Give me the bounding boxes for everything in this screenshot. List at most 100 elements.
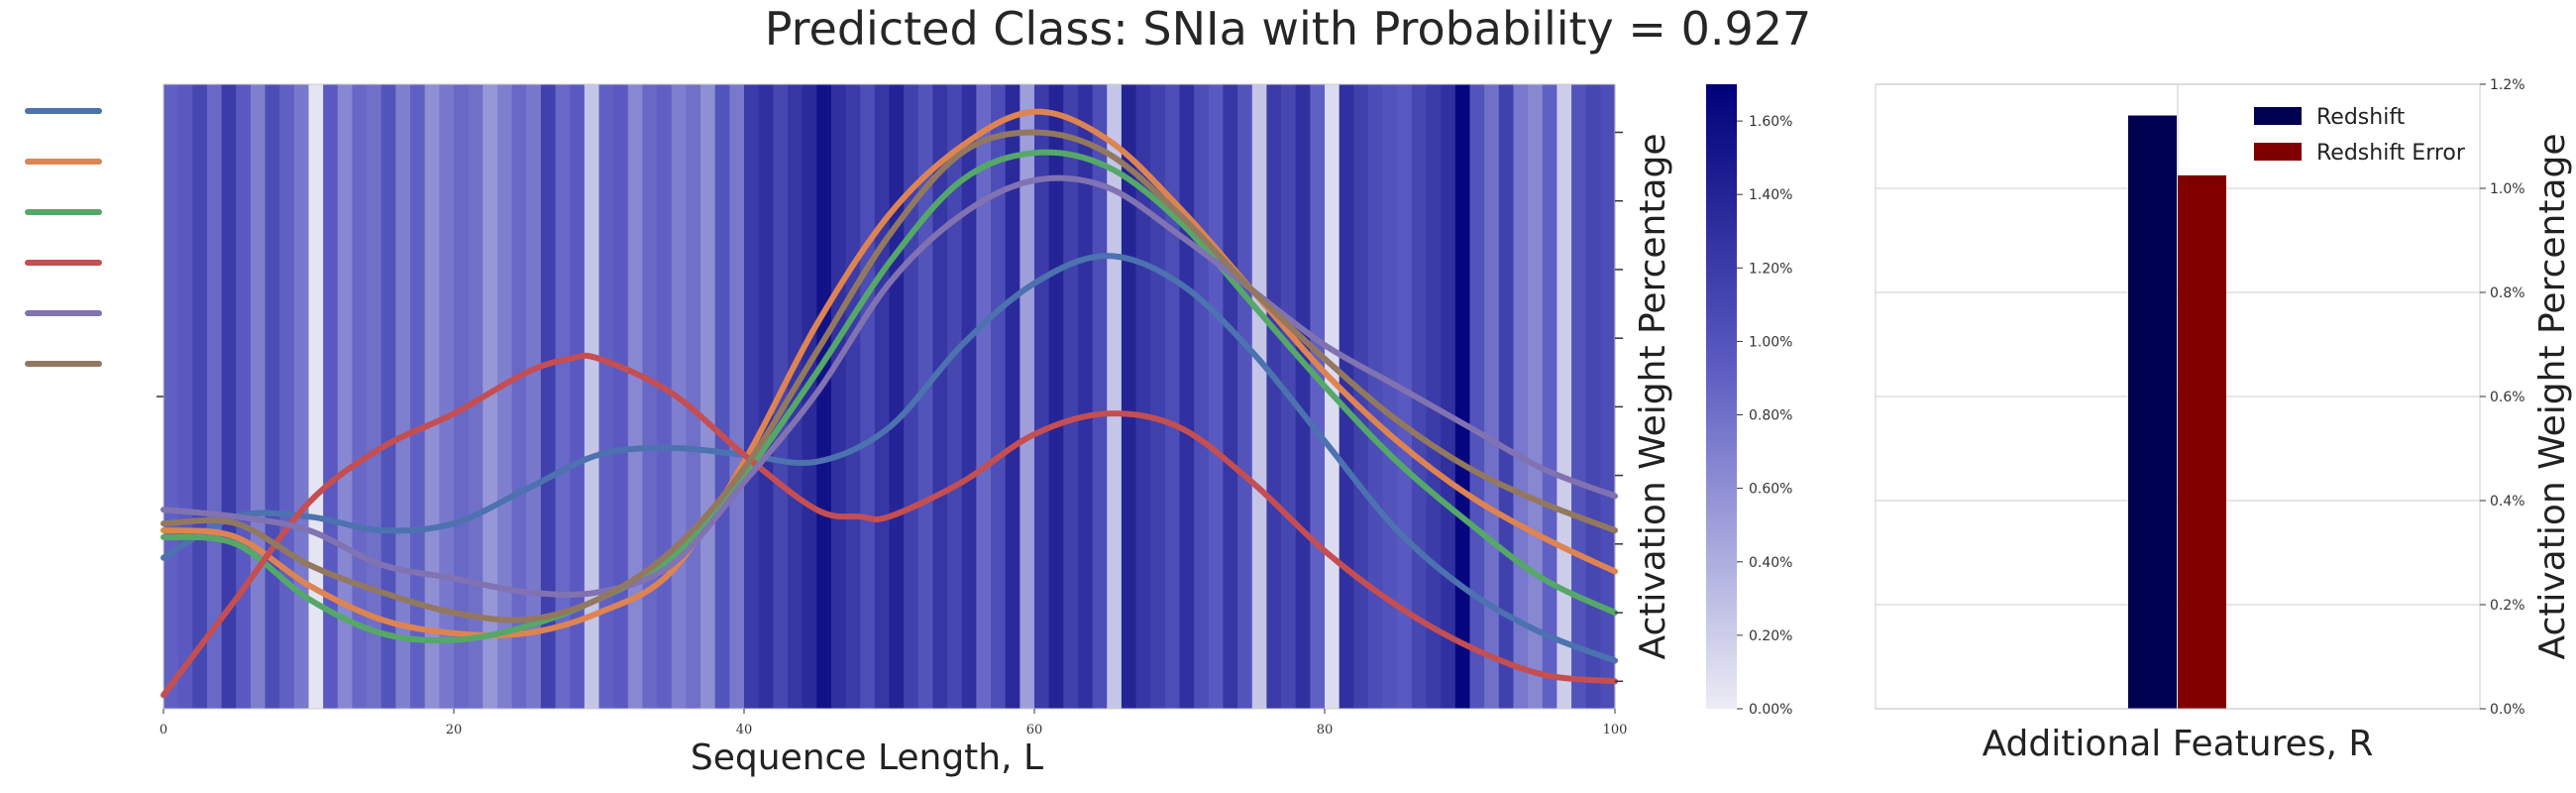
heatmap-cell <box>410 84 426 709</box>
colorbar-tick-label: 1.20% <box>1749 261 1792 277</box>
heatmap-cell <box>570 84 586 709</box>
colorbar-tick-label: 1.60% <box>1749 114 1792 130</box>
heatmap-cell <box>1223 84 1238 709</box>
heatmap-cell <box>424 84 440 709</box>
heatmap-cell <box>206 84 223 709</box>
heatmap-cell <box>1585 84 1601 709</box>
heatmap-cell <box>323 84 339 709</box>
heatmap-cell <box>787 84 804 709</box>
heatmap-cell <box>540 84 557 709</box>
x-tick-label: 20 <box>446 723 463 737</box>
heatmap-cell <box>468 84 483 709</box>
heatmap-cell <box>976 84 992 709</box>
heatmap-cell <box>1034 84 1050 709</box>
bar-y-tick-label: 1.2% <box>2490 77 2525 93</box>
twin-axis-ticks <box>1615 131 1623 683</box>
heatmap-cell <box>860 84 876 709</box>
heatmap-cell <box>874 84 891 709</box>
heatmap-cell <box>657 84 673 709</box>
heatmap-cell <box>439 84 455 709</box>
heatmap-cell <box>816 84 832 709</box>
colorbar-tick-label: 1.00% <box>1749 334 1792 350</box>
heatmap-cell <box>598 84 614 709</box>
heatmap-cell <box>1542 84 1557 709</box>
heatmap-cell <box>454 84 470 709</box>
bar-y-tick-label: 0.8% <box>2490 285 2525 301</box>
heatmap-cell <box>961 84 977 709</box>
heatmap-cell <box>830 84 847 709</box>
heatmap-cell <box>1513 84 1529 709</box>
heatmap-cell <box>1454 84 1471 709</box>
bar-redshift-error <box>2178 174 2226 709</box>
x-tick-label: 0 <box>160 723 167 737</box>
bar-y-label: Activation Weight Percentage <box>2532 133 2573 659</box>
heatmap-cell <box>889 84 905 709</box>
heatmap-cell <box>744 84 760 709</box>
heatmap-cell <box>1237 84 1253 709</box>
heatmap-cell <box>163 84 179 709</box>
heatmap-cell <box>1310 84 1326 709</box>
heatmap-cell <box>714 84 730 709</box>
series-legend-swatches <box>25 108 102 367</box>
legend-label: Redshift Error <box>2316 141 2466 166</box>
colorbar <box>1706 84 1737 709</box>
heatmap-cell <box>555 84 571 709</box>
bar-series <box>2128 115 2226 709</box>
colorbar-tick-label: 1.40% <box>1749 187 1792 203</box>
heatmap-cell <box>1208 84 1225 709</box>
heatmap-cell <box>380 84 396 709</box>
heatmap-cell <box>1251 84 1267 709</box>
heatmap-cell <box>293 84 310 709</box>
heatmap-cell <box>1092 84 1108 709</box>
heatmap-cell <box>642 84 658 709</box>
bar-y-tick-label: 0.0% <box>2490 702 2525 718</box>
heatmap-cell <box>1150 84 1166 709</box>
heatmap-cell <box>177 84 193 709</box>
light-curve-6 <box>161 129 1618 623</box>
x-tick-label: 80 <box>1317 723 1334 737</box>
heatmap-cell <box>991 84 1007 709</box>
heatmap-cell <box>367 84 382 709</box>
heatmap-cell <box>1528 84 1544 709</box>
heatmap-cell <box>483 84 498 709</box>
bar-y-ticks: 0.0% 0.2% 0.4% 0.6% 0.8% 1.0% 1.2% <box>2480 77 2525 718</box>
heatmap-cell <box>1135 84 1151 709</box>
colorbar-tick-label: 0.40% <box>1749 555 1792 571</box>
colorbar-tick-label: 0.20% <box>1749 628 1792 644</box>
heatmap-cell <box>1077 84 1094 709</box>
colorbar-tick-label: 0.60% <box>1749 482 1792 498</box>
heatmap-cell <box>1484 84 1500 709</box>
heatmap-bars <box>163 84 1616 709</box>
heatmap-cell <box>236 84 252 709</box>
heatmap-cell <box>1469 84 1485 709</box>
heatmap-cell <box>1005 84 1020 709</box>
heatmap-x-ticks: 0 20 40 60 80 100 <box>160 709 1628 737</box>
bar-legend: Redshift Redshift Error <box>2254 105 2466 166</box>
heatmap-cell <box>1063 84 1079 709</box>
heatmap-cell <box>1571 84 1587 709</box>
heatmap-cell <box>511 84 527 709</box>
heatmap-cell <box>221 84 237 709</box>
heatmap-cell <box>613 84 629 709</box>
heatmap-cell <box>1107 84 1123 709</box>
heatmap-cell <box>932 84 948 709</box>
heatmap-cell <box>947 84 963 709</box>
bar-y-tick-label: 0.4% <box>2490 494 2525 510</box>
heatmap-cell <box>1048 84 1064 709</box>
light-curve-2 <box>161 108 1618 639</box>
heatmap-cell <box>584 84 600 709</box>
colorbar-ticks: 0.00% 0.20% 0.40% 0.60% 0.80% 1.00% 1.20% 1.40%… <box>1737 114 1792 718</box>
heatmap-cell <box>496 84 513 709</box>
heatmap-cell <box>1556 84 1572 709</box>
colorbar-label: Activation Weight Percentage <box>1633 133 1673 659</box>
colorbar-tick-label: 0.00% <box>1749 702 1792 718</box>
colorbar-tick-label: 0.80% <box>1749 408 1792 424</box>
x-tick-label: 100 <box>1603 723 1628 737</box>
heatmap-cell <box>1600 84 1616 709</box>
heatmap-cell <box>1353 84 1369 709</box>
bar-x-label: Additional Features, R <box>1983 724 2374 764</box>
light-curve-3 <box>161 149 1618 644</box>
chart-title: Predicted Class: SNIa with Probability =… <box>764 2 1812 56</box>
heatmap-cell <box>1397 84 1413 709</box>
